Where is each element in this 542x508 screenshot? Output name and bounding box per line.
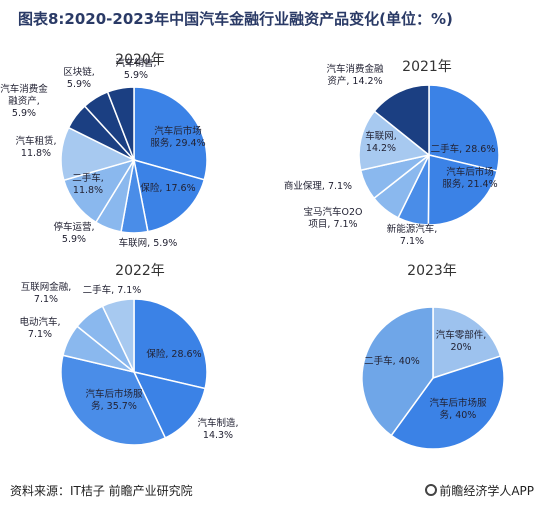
pie-slice <box>60 354 167 446</box>
slice-label: 汽车后市场服务, 40% <box>429 397 487 421</box>
slice-label: 宝马汽车O2O 项目, 7.1% <box>304 206 363 230</box>
pie-slice <box>361 306 434 437</box>
pie-slice <box>373 84 430 157</box>
brand-logo-icon <box>425 484 438 496</box>
source-note: 资料来源：IT桔子 前瞻产业研究院 <box>10 484 193 498</box>
slice-label: 商业保理, 7.1% <box>284 180 352 192</box>
slice-label: 保险, 28.6% <box>146 348 201 360</box>
pie-title: 2021年 <box>402 59 452 75</box>
pie-slice <box>133 158 206 233</box>
slice-label: 新能源汽车, 7.1% <box>387 223 438 247</box>
pie-slice <box>390 355 505 450</box>
slice-label: 互联网金融, 7.1% <box>21 281 72 305</box>
pie-slice <box>432 306 502 380</box>
slice-label: 电动汽车, 7.1% <box>19 316 60 340</box>
page-title: 图表8:2020-2023年中国汽车金融行业融资产品变化(单位：%) <box>18 10 453 28</box>
slice-label: 汽车消费金融资产, 5.9% <box>0 83 48 119</box>
slice-label: 二手车, 40% <box>364 355 420 367</box>
pie-slice <box>428 84 500 172</box>
pie-slice <box>106 86 135 161</box>
slice-label: 汽车后市场服务, 21.4% <box>442 166 497 190</box>
slice-label: 保险, 17.6% <box>140 182 195 194</box>
slice-label: 车联网, 5.9% <box>119 237 178 249</box>
pie-slice <box>132 370 207 439</box>
brand-credit: 前瞻经济学人APP <box>425 482 534 499</box>
slice-label: 汽车销售, 5.9% <box>115 57 156 81</box>
slice-label: 停车运营, 5.9% <box>53 221 94 245</box>
slice-label: 汽车零部件, 20% <box>436 329 487 353</box>
pie-slice <box>427 154 499 226</box>
pie-title: 2023年 <box>407 263 457 279</box>
pie-slice <box>358 110 431 172</box>
slice-label: 汽车后市场服务, 29.4% <box>150 125 205 149</box>
slice-label: 二手车, 7.1% <box>83 284 142 296</box>
slice-label: 区块链, 5.9% <box>63 66 95 90</box>
pie-slice <box>101 298 135 373</box>
slice-label: 车联网, 14.2% <box>365 130 397 154</box>
slice-label: 汽车制造, 14.3% <box>197 417 238 441</box>
slice-label: 汽车后市场服务, 35.7% <box>85 388 143 412</box>
pie-slice <box>133 86 208 181</box>
pie-title: 2022年 <box>115 263 165 279</box>
slice-label: 二手车, 28.6% <box>431 143 496 155</box>
pie-title: 2020年 <box>115 52 165 68</box>
slice-label: 汽车租赁, 11.8% <box>15 135 56 159</box>
slice-label: 汽车消费金融资产, 14.2% <box>326 63 384 87</box>
brand-name: 前瞻经济学人APP <box>439 484 534 498</box>
slice-label: 二手车, 11.8% <box>72 172 104 196</box>
pie-slice <box>133 298 208 390</box>
